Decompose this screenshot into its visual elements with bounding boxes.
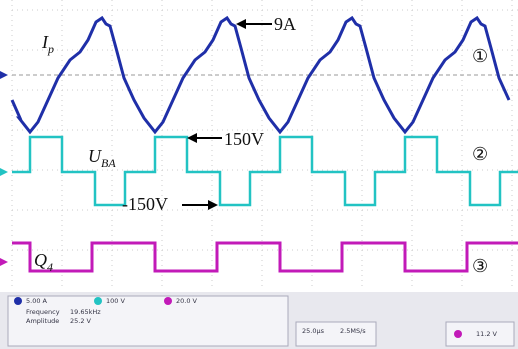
status-text: 11.2 V — [476, 330, 498, 338]
ch2-label: ② — [472, 144, 488, 164]
pos-label: 150V — [224, 129, 264, 149]
status-text: 100 V — [106, 297, 125, 305]
ch1-dot — [14, 297, 22, 305]
ch2-dot — [94, 297, 102, 305]
status-text: 2.5MS/s — [340, 327, 366, 335]
status-text: 25.0μs — [302, 327, 325, 335]
status-text: Amplitude — [26, 317, 59, 325]
scope-screenshot: Ip 9A UBA 150V -150V Q4 ① ② ③ 5.00 A 100… — [0, 0, 518, 349]
ch3-dot — [164, 297, 172, 305]
peak-label: 9A — [274, 14, 296, 34]
status-text: Frequency — [26, 308, 60, 316]
neg-label: -150V — [122, 194, 168, 214]
status-text: 5.00 A — [26, 297, 48, 305]
ch3-label: ③ — [472, 256, 488, 276]
status-text: 25.2 V — [70, 317, 92, 325]
status-text: 19.65kHz — [70, 308, 101, 316]
status-text: 20.0 V — [176, 297, 198, 305]
trigger-dot — [454, 330, 462, 338]
ch1-label: ① — [472, 46, 488, 66]
